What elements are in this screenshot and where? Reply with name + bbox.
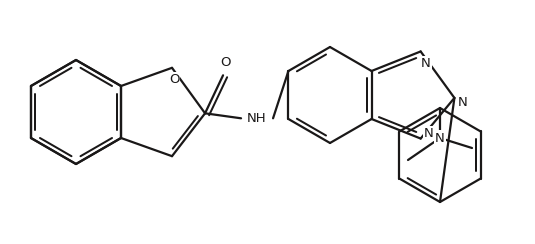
Text: N: N xyxy=(457,96,467,109)
Text: N: N xyxy=(424,127,433,140)
Text: N: N xyxy=(421,57,431,70)
Text: N: N xyxy=(435,132,445,144)
Text: O: O xyxy=(220,56,230,69)
Text: O: O xyxy=(169,73,179,86)
Text: NH: NH xyxy=(247,112,267,125)
